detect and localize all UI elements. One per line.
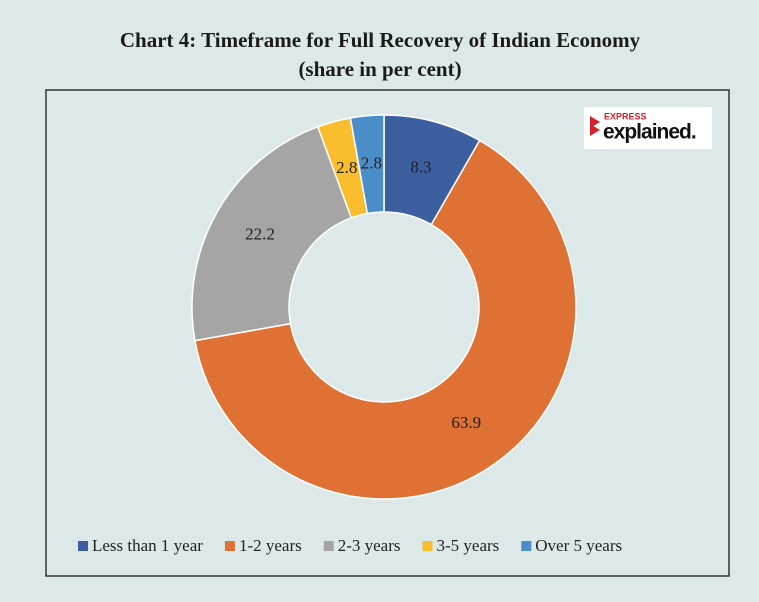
logo-box	[584, 107, 712, 149]
legend-label: 2-3 years	[338, 536, 401, 555]
logo-top: EXPRESS	[604, 111, 647, 121]
legend-label: Over 5 years	[535, 536, 622, 555]
data-label: 2.8	[336, 158, 357, 177]
legend-swatch	[422, 541, 433, 551]
legend-swatch	[224, 541, 235, 551]
legend-label: 3-5 years	[437, 536, 500, 555]
data-label: 2.8	[361, 153, 382, 172]
data-label: 63.9	[451, 413, 481, 432]
chart-subtitle: (share in per cent)	[298, 57, 461, 81]
legend-swatch	[78, 541, 88, 551]
legend-label: Less than 1 year	[92, 536, 203, 555]
data-label: 22.2	[245, 225, 275, 244]
logo-icon	[590, 116, 600, 136]
legend: Less than 1 year 1-2 years 2-3 years 3-5 ye…	[78, 536, 622, 555]
legend-swatch	[521, 541, 532, 551]
plot-frame	[45, 89, 730, 577]
data-label: 8.3	[410, 158, 431, 177]
legend-swatch	[323, 541, 334, 551]
legend-label: 1-2 years	[239, 536, 302, 555]
logo-main: explained.	[603, 121, 696, 144]
logo: EXPRESS explained.	[584, 107, 712, 149]
donut-slice	[194, 139, 577, 500]
donut-slice	[191, 125, 353, 342]
donut-slice	[349, 114, 385, 215]
chart-title: Chart 4: Timeframe for Full Recovery of …	[120, 28, 641, 52]
